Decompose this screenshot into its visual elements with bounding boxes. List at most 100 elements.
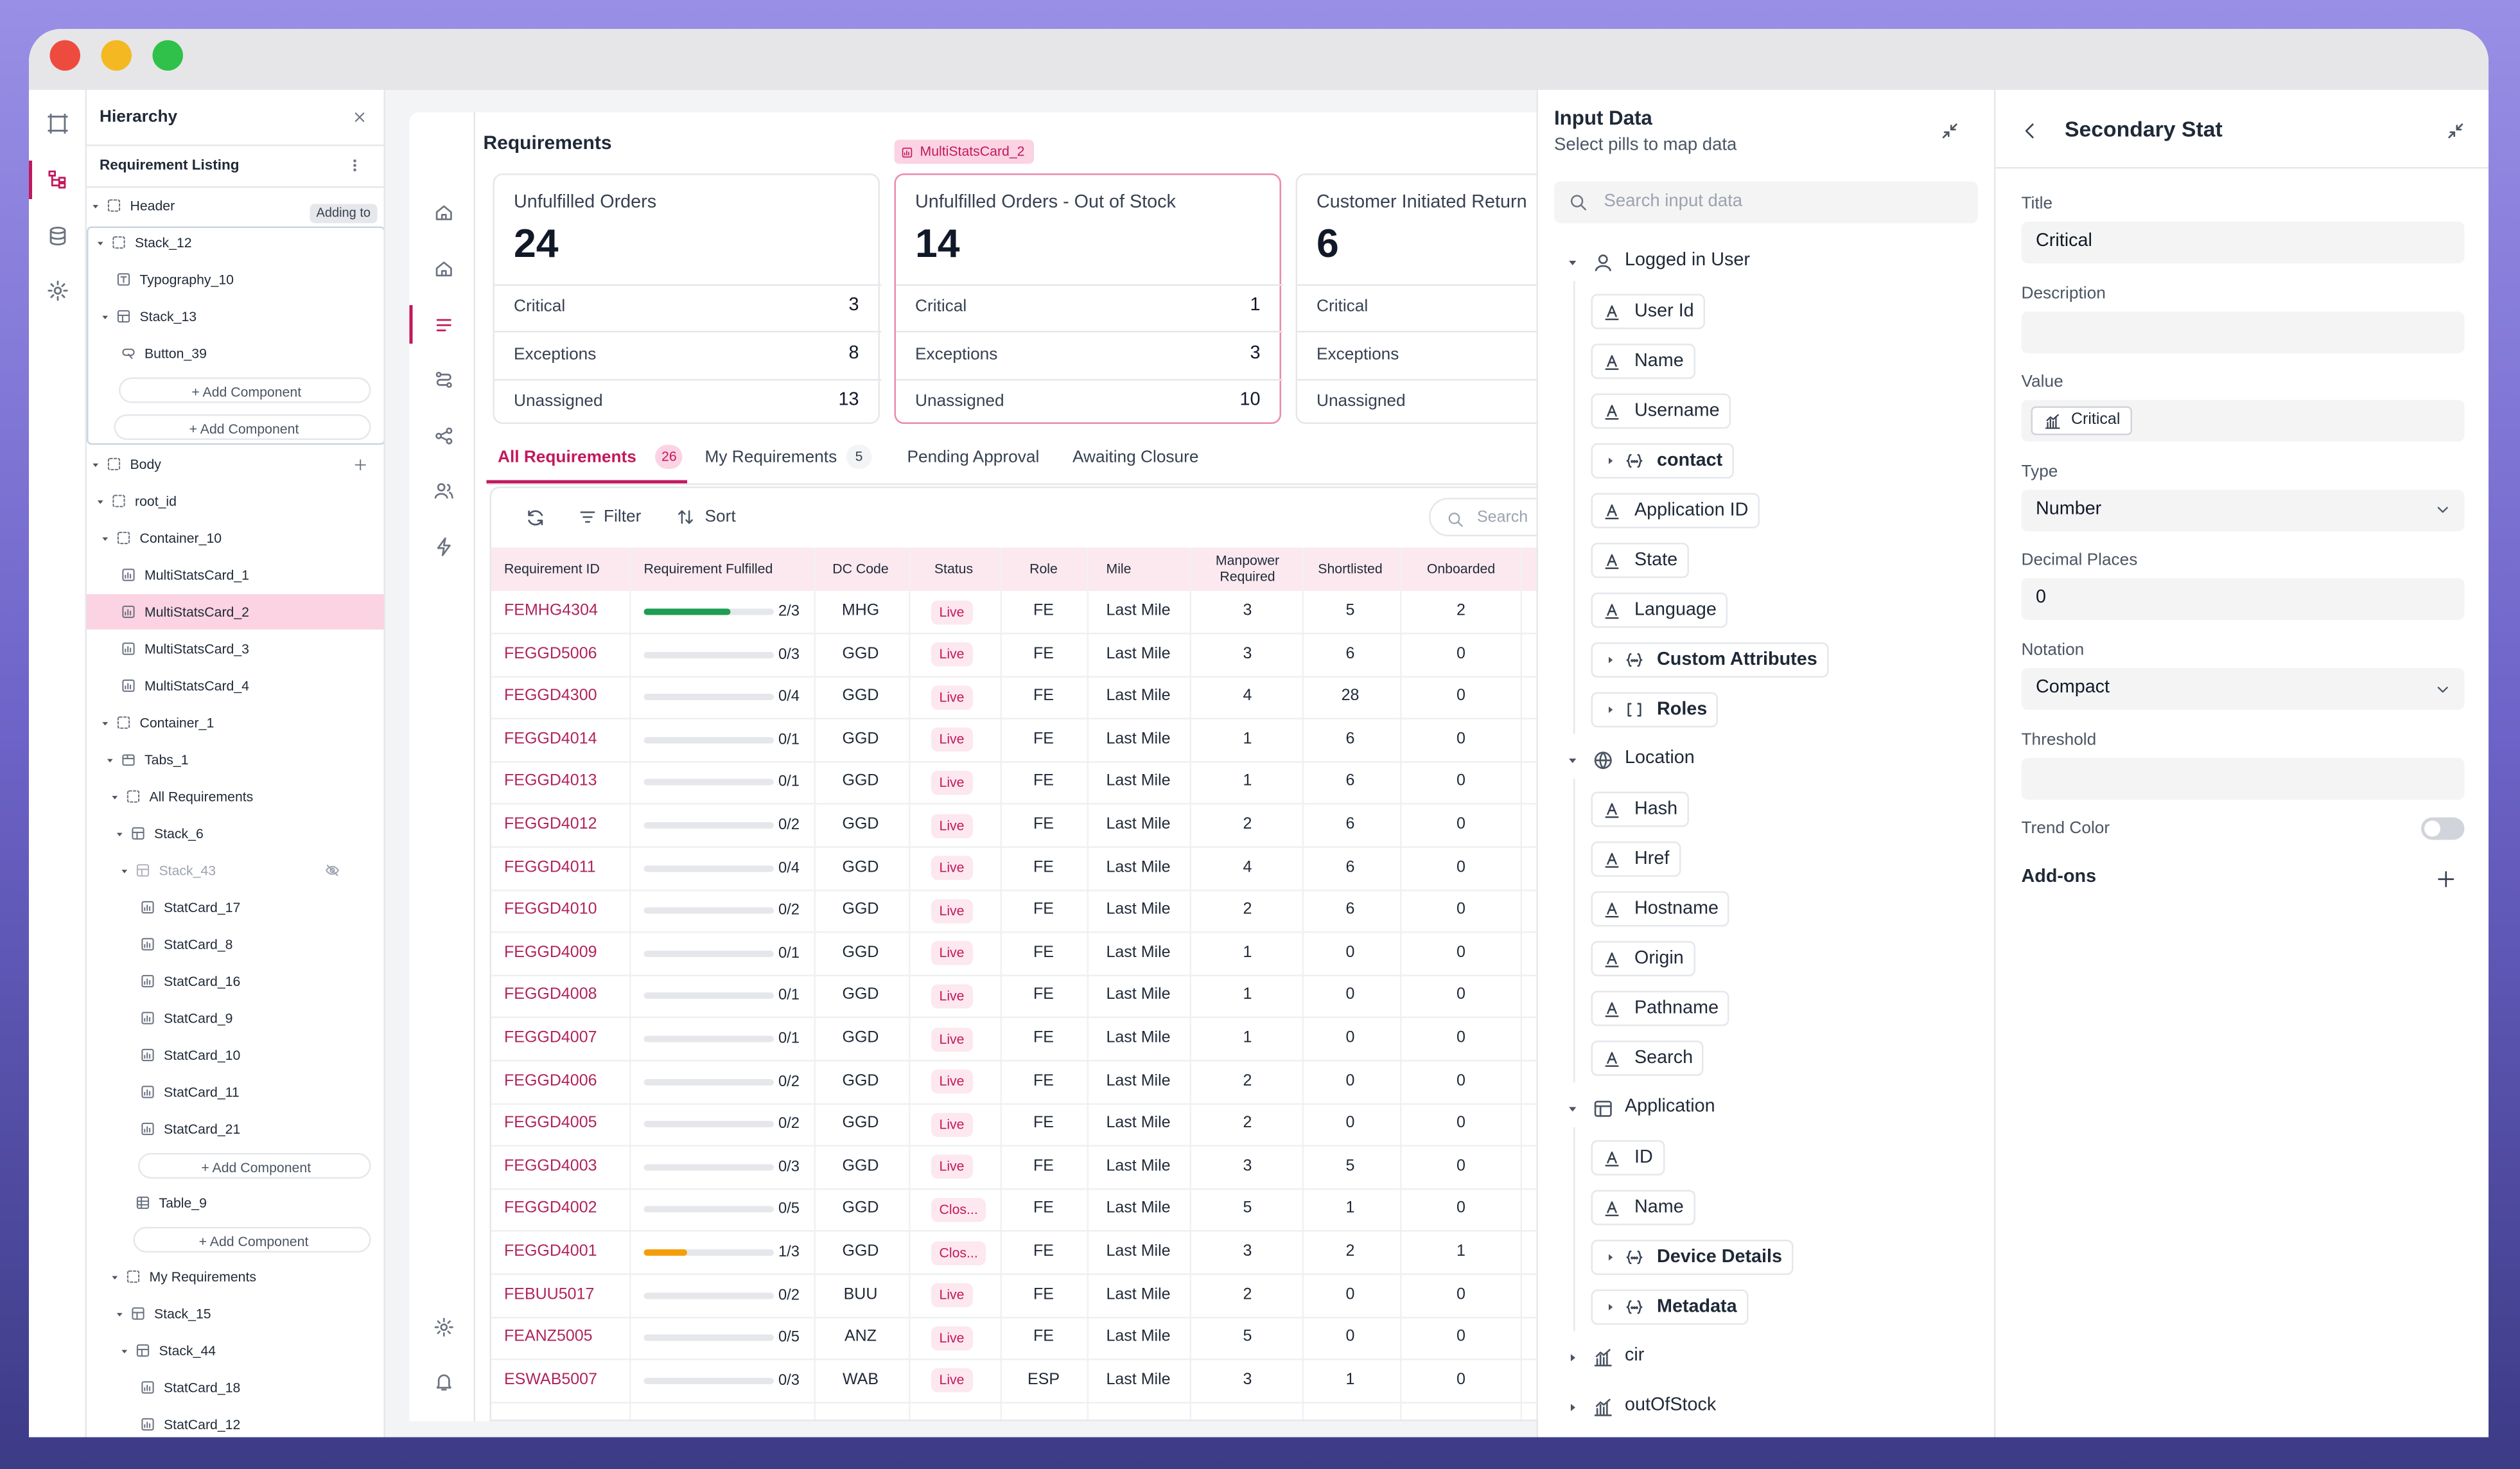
toggle[interactable] [2421, 817, 2465, 840]
stats-card[interactable]: Customer Initiated Return 6 Critical Except… [1295, 173, 1537, 424]
fulfilled-text: 0/2 [778, 816, 800, 834]
fulfilled-text: 0/4 [778, 859, 800, 877]
rail-icon [48, 113, 68, 134]
data-pill[interactable]: Name [1591, 1190, 1695, 1226]
data-pill[interactable]: User Id [1591, 294, 1706, 330]
tab-count: 26 [655, 444, 683, 469]
data-pill[interactable]: Pathname [1591, 990, 1730, 1026]
select-input[interactable]: Compact [2021, 668, 2465, 710]
node-icon [122, 642, 135, 655]
requirement-id[interactable]: FEGGD4008 [504, 986, 597, 1005]
data-pill[interactable]: Language [1591, 592, 1728, 628]
dc-code: WAB [842, 1371, 879, 1389]
data-pill[interactable]: Custom Attributes [1591, 642, 1829, 678]
row-divider [491, 931, 1537, 933]
requirement-id[interactable]: FEGGD5006 [504, 644, 597, 663]
column-divider [1520, 547, 1522, 1420]
requirement-id[interactable]: FEANZ5005 [504, 1328, 593, 1346]
data-pill[interactable]: Metadata [1591, 1289, 1749, 1325]
add-component-button[interactable]: + Add Component [119, 377, 371, 403]
progress-track [643, 822, 774, 829]
close-button[interactable] [49, 40, 80, 71]
tab[interactable]: Pending Approval [907, 447, 1040, 467]
add-component-button[interactable]: + Add Component [114, 414, 371, 440]
icon-shape [1632, 659, 1636, 662]
text-input[interactable] [2021, 757, 2465, 799]
dc-code: GGD [842, 773, 879, 791]
requirement-id[interactable]: FEGGD4007 [504, 1029, 597, 1048]
group-icon [1593, 1100, 1611, 1116]
data-pill[interactable]: Application ID [1591, 493, 1760, 529]
data-pill[interactable]: Href [1591, 841, 1681, 877]
menu-icon [353, 159, 356, 172]
data-pill[interactable]: Name [1591, 344, 1695, 379]
maximize-button[interactable] [152, 40, 183, 71]
search-input[interactable]: Search input data [1554, 181, 1978, 224]
icon-shape [136, 868, 150, 877]
stats-card[interactable]: Unfulfilled Orders - Out of Stock 14 Criti… [894, 173, 1283, 424]
shortlisted: 5 [1345, 602, 1355, 620]
requirement-id[interactable]: FEGGD4014 [504, 730, 597, 748]
table-container: Filter Sort Search Requirement ID Requiremen… [489, 486, 1537, 1421]
add-component-button[interactable]: + Add Component [138, 1153, 371, 1179]
requirement-id[interactable]: ESWAB5007 [504, 1371, 597, 1389]
expand-arrow [111, 795, 117, 799]
text-input[interactable]: Critical [2021, 400, 2465, 442]
select-input[interactable]: Number [2021, 489, 2465, 531]
icon-shape [48, 280, 68, 301]
requirement-id[interactable]: FEGGD4011 [504, 858, 596, 876]
data-pill[interactable]: Device Details [1591, 1240, 1794, 1275]
icon-shape [1635, 460, 1638, 463]
text-input[interactable] [2021, 310, 2465, 353]
shortlisted: 6 [1345, 730, 1355, 748]
node-icon [112, 495, 125, 507]
requirement-id[interactable]: FEGGD4002 [504, 1200, 597, 1218]
tree-node-label: Body [130, 455, 161, 472]
data-pill[interactable]: Username [1591, 393, 1731, 429]
requirement-id[interactable]: FEMHG4304 [504, 602, 598, 620]
tree-node-label: Header [130, 197, 175, 214]
sort-button[interactable]: Sort [704, 507, 736, 527]
expand-arrow [1570, 1403, 1575, 1411]
tree-node-label: Table_9 [159, 1194, 207, 1211]
requirement-id[interactable]: FEGGD4003 [504, 1157, 597, 1175]
tab[interactable]: Awaiting Closure [1072, 447, 1199, 467]
data-pill[interactable]: Origin [1591, 941, 1695, 976]
tab[interactable]: All Requirements [498, 447, 636, 467]
progress-track [643, 779, 774, 786]
data-pill[interactable]: State [1591, 543, 1689, 578]
text-input[interactable]: Critical [2021, 222, 2465, 263]
requirement-id[interactable]: FEBUU5017 [504, 1285, 595, 1303]
icon-shape [354, 112, 365, 122]
column-divider [1189, 547, 1191, 1420]
search-box[interactable]: Search [1429, 498, 1537, 536]
filter-button[interactable]: Filter [604, 507, 642, 527]
add-component-button[interactable]: + Add Component [133, 1227, 371, 1253]
onboarded: 0 [1457, 644, 1466, 663]
data-pill[interactable]: Hostname [1591, 891, 1730, 927]
minimize-button[interactable] [101, 40, 132, 71]
requirement-id[interactable]: FEGGD4013 [504, 773, 597, 791]
row-divider [491, 761, 1537, 762]
active-indicator [409, 305, 413, 344]
data-pill[interactable]: Roles [1591, 692, 1719, 728]
stats-card[interactable]: Unfulfilled Orders 24 Critical 3 Exceptions 8… [493, 173, 882, 424]
requirement-id[interactable]: FEGGD4006 [504, 1071, 597, 1090]
tab[interactable]: My Requirements [704, 447, 837, 467]
requirement-id[interactable]: FEGGD4300 [504, 687, 597, 705]
icon-shape [144, 904, 151, 911]
data-pill[interactable]: Search [1591, 1041, 1704, 1076]
onboarded: 0 [1457, 858, 1466, 876]
requirement-id[interactable]: FEGGD4005 [504, 1114, 597, 1132]
fulfilled-text: 0/1 [778, 1030, 800, 1048]
requirement-id[interactable]: FEGGD4001 [504, 1243, 597, 1261]
requirement-id[interactable]: FEGGD4009 [504, 944, 597, 962]
data-pill[interactable]: ID [1591, 1140, 1665, 1175]
requirement-id[interactable]: FEGGD4010 [504, 901, 597, 919]
requirement-id[interactable]: FEGGD4012 [504, 816, 597, 834]
icon-shape [122, 754, 135, 766]
icon-shape [1626, 1300, 1643, 1314]
text-input[interactable]: 0 [2021, 578, 2465, 620]
data-pill[interactable]: contact [1591, 443, 1734, 479]
data-pill[interactable]: Hash [1591, 791, 1689, 827]
